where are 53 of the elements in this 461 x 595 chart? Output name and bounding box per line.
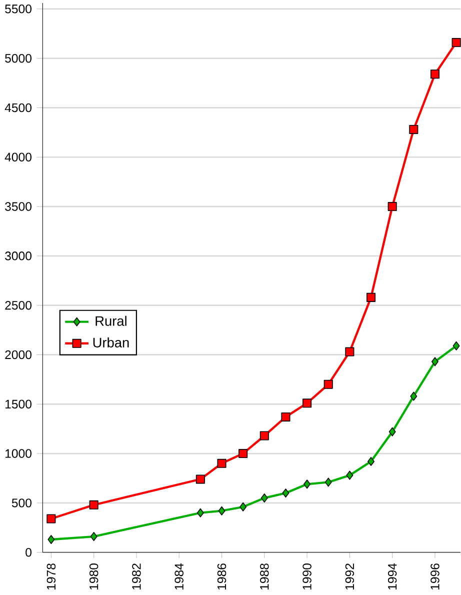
point [239,502,246,512]
point [196,474,205,484]
legend-label: Rural [96,316,126,326]
point [409,124,418,134]
x-tick-label: 1984 [174,563,184,590]
y-tick-label: 2000 [5,350,32,360]
point [217,458,226,468]
y-tick-label: 0 [25,548,32,557]
y-tick-label: 5000 [4,54,32,63]
point [89,500,98,510]
x-tick-label: 1988 [260,564,269,590]
point [48,534,55,544]
x-tick-label: 1994 [388,563,397,590]
y-tick-label: 1500 [5,400,32,409]
point [46,514,56,524]
point [281,412,290,422]
x-tick-label: 1980 [89,564,98,590]
y-tick-label: 4500 [4,103,32,112]
legend-label: Urban [93,337,129,348]
y-tick-label: 500 [12,498,32,508]
y-tick-label: 2500 [5,300,32,310]
point [366,292,376,302]
x-tick-label: 1986 [217,564,226,590]
x-tick-label: 1982 [132,564,141,590]
point [388,427,396,436]
point [302,398,312,408]
point [431,357,438,366]
y-tick-label: 3000 [4,252,32,260]
x-tick-label: 1996 [430,564,440,590]
x-tick-label: 1978 [46,564,56,590]
point [218,506,226,516]
point [345,347,354,356]
y-tick-label: 4000 [4,152,32,162]
point [260,493,268,503]
point [196,508,204,518]
point [90,532,98,542]
point [388,202,397,212]
point [452,341,460,350]
point [324,478,332,487]
point [324,380,333,389]
x-tick-label: 1992 [345,564,354,590]
y-tick-label: 1000 [5,449,32,458]
point [430,70,440,79]
point [367,456,374,466]
point [260,431,269,440]
point [410,392,418,401]
y-tick-label: 3500 [4,202,32,211]
point [238,449,248,458]
x-tick-label: 1990 [302,564,312,590]
point [303,480,310,489]
point [282,488,290,498]
point [346,470,354,480]
y-tick-label: 5500 [4,4,32,14]
